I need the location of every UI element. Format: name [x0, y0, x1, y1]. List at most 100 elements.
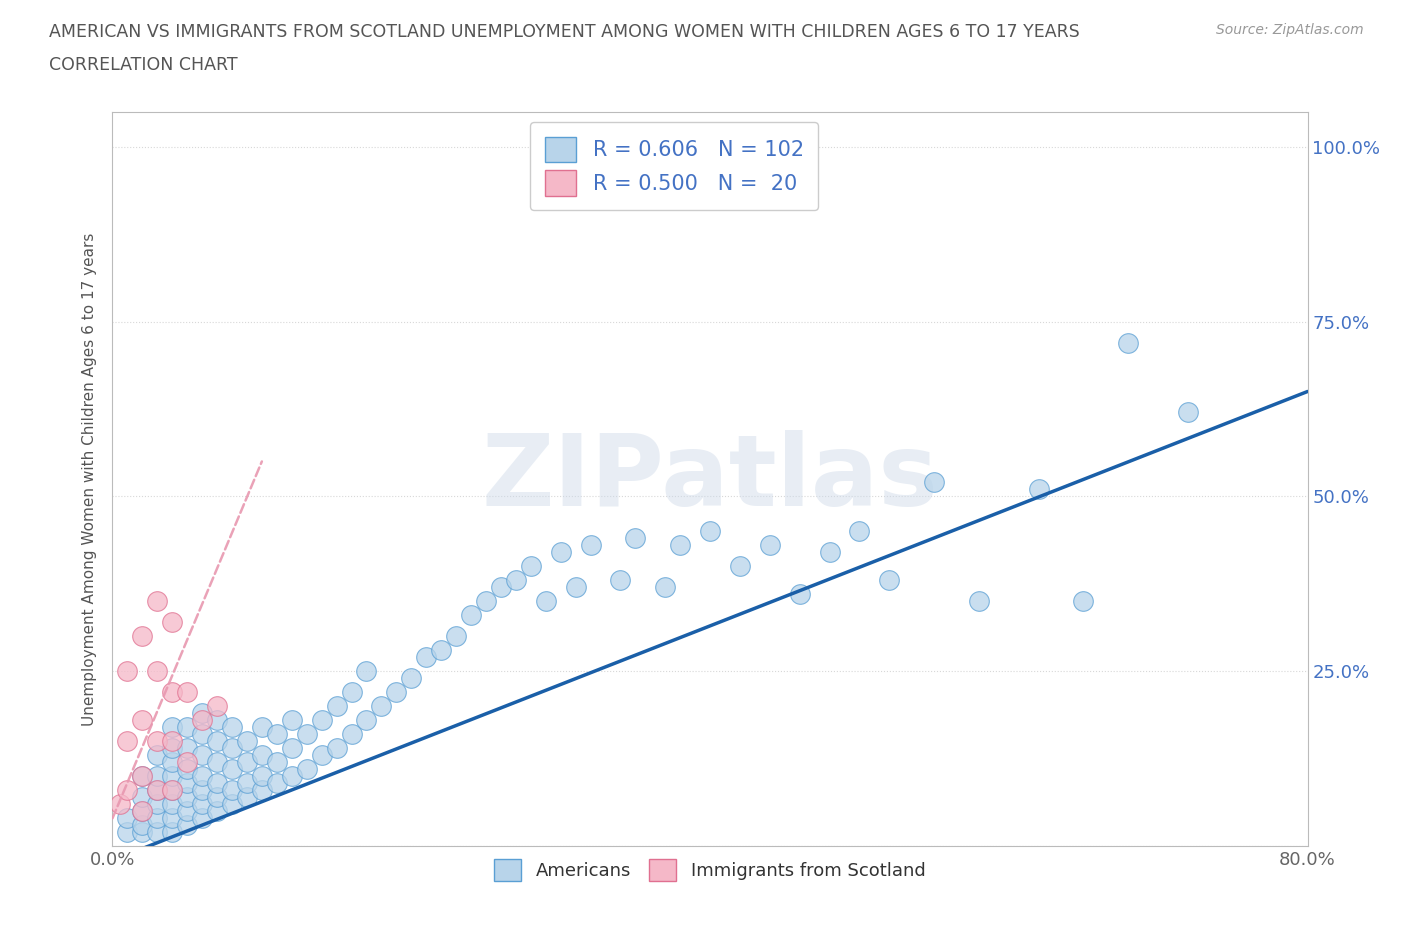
- Point: [221, 720, 243, 735]
- Point: [176, 817, 198, 832]
- Point: [162, 615, 183, 630]
- Legend: Americans, Immigrants from Scotland: Americans, Immigrants from Scotland: [488, 852, 932, 889]
- Point: [162, 811, 183, 826]
- Point: [699, 524, 721, 538]
- Point: [131, 817, 153, 832]
- Point: [579, 538, 602, 552]
- Point: [191, 748, 214, 763]
- Point: [131, 790, 153, 804]
- Point: [176, 741, 198, 756]
- Point: [236, 790, 259, 804]
- Point: [415, 650, 437, 665]
- Point: [176, 804, 198, 818]
- Point: [236, 734, 259, 749]
- Point: [534, 594, 557, 609]
- Text: AMERICAN VS IMMIGRANTS FROM SCOTLAND UNEMPLOYMENT AMONG WOMEN WITH CHILDREN AGES: AMERICAN VS IMMIGRANTS FROM SCOTLAND UNE…: [49, 23, 1080, 41]
- Point: [401, 671, 423, 685]
- Point: [131, 713, 153, 728]
- Point: [250, 769, 273, 784]
- Point: [460, 608, 482, 623]
- Point: [146, 734, 169, 749]
- Point: [221, 783, 243, 798]
- Point: [356, 664, 378, 679]
- Point: [162, 783, 183, 798]
- Point: [131, 769, 153, 784]
- Point: [162, 734, 183, 749]
- Point: [967, 594, 990, 609]
- Point: [131, 804, 153, 818]
- Point: [505, 573, 527, 588]
- Text: CORRELATION CHART: CORRELATION CHART: [49, 56, 238, 73]
- Point: [1118, 335, 1140, 350]
- Point: [221, 762, 243, 777]
- Point: [205, 734, 228, 749]
- Point: [236, 755, 259, 770]
- Point: [191, 797, 214, 812]
- Point: [1073, 594, 1095, 609]
- Point: [356, 713, 378, 728]
- Point: [131, 804, 153, 818]
- Point: [266, 727, 288, 742]
- Point: [162, 720, 183, 735]
- Point: [221, 741, 243, 756]
- Point: [205, 776, 228, 790]
- Point: [146, 811, 169, 826]
- Point: [131, 825, 153, 840]
- Point: [848, 524, 870, 538]
- Point: [146, 748, 169, 763]
- Point: [162, 755, 183, 770]
- Point: [162, 741, 183, 756]
- Point: [295, 762, 318, 777]
- Point: [879, 573, 901, 588]
- Point: [108, 797, 131, 812]
- Point: [205, 790, 228, 804]
- Point: [221, 797, 243, 812]
- Point: [162, 684, 183, 699]
- Point: [146, 594, 169, 609]
- Point: [117, 734, 139, 749]
- Point: [759, 538, 782, 552]
- Point: [146, 783, 169, 798]
- Point: [191, 713, 214, 728]
- Point: [117, 825, 139, 840]
- Point: [266, 776, 288, 790]
- Point: [162, 769, 183, 784]
- Point: [489, 580, 512, 595]
- Point: [191, 706, 214, 721]
- Point: [146, 783, 169, 798]
- Point: [191, 769, 214, 784]
- Point: [146, 825, 169, 840]
- Point: [205, 713, 228, 728]
- Point: [520, 559, 543, 574]
- Point: [370, 699, 392, 714]
- Point: [205, 699, 228, 714]
- Point: [162, 797, 183, 812]
- Point: [176, 684, 198, 699]
- Point: [131, 629, 153, 644]
- Point: [609, 573, 631, 588]
- Point: [1177, 405, 1199, 420]
- Point: [250, 720, 273, 735]
- Point: [818, 545, 841, 560]
- Point: [205, 804, 228, 818]
- Point: [117, 664, 139, 679]
- Point: [325, 741, 347, 756]
- Point: [205, 755, 228, 770]
- Text: ZIPatlas: ZIPatlas: [482, 431, 938, 527]
- Point: [669, 538, 692, 552]
- Point: [162, 783, 183, 798]
- Point: [385, 684, 408, 699]
- Point: [176, 720, 198, 735]
- Y-axis label: Unemployment Among Women with Children Ages 6 to 17 years: Unemployment Among Women with Children A…: [82, 232, 97, 725]
- Point: [475, 594, 498, 609]
- Point: [162, 825, 183, 840]
- Point: [922, 475, 945, 490]
- Point: [654, 580, 676, 595]
- Point: [117, 783, 139, 798]
- Point: [340, 727, 363, 742]
- Point: [728, 559, 751, 574]
- Point: [789, 587, 811, 602]
- Point: [176, 755, 198, 770]
- Point: [325, 699, 347, 714]
- Text: Source: ZipAtlas.com: Source: ZipAtlas.com: [1216, 23, 1364, 37]
